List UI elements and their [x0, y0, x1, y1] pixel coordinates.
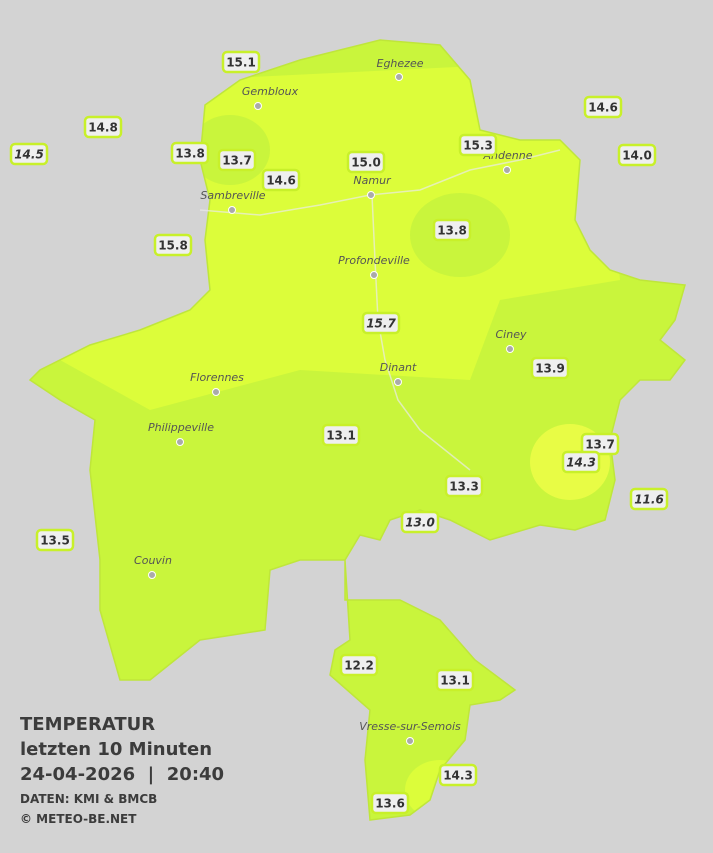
- station-temp: 13.8: [175, 147, 205, 161]
- city-dot: [212, 388, 220, 396]
- legend-copyright: © METEO-BE.NET: [20, 812, 137, 826]
- station-box: [217, 148, 257, 172]
- station-temp: 15.3: [463, 139, 493, 153]
- city-name: Dinant: [380, 361, 417, 374]
- station-temp: 14.8: [88, 121, 118, 135]
- station-temp: 14.5: [14, 148, 44, 162]
- station-box: [530, 356, 570, 380]
- station-box: [35, 528, 75, 552]
- station-box: [444, 474, 484, 498]
- station-box: [629, 487, 669, 511]
- station-temp: 14.3: [443, 769, 473, 783]
- station-temp: 14.6: [266, 174, 296, 188]
- station-box: [83, 115, 123, 139]
- city-name: Namur: [353, 174, 392, 187]
- city-dot: [394, 378, 402, 386]
- city-name: Vresse-sur-Semois: [359, 720, 461, 733]
- station-temp: 13.6: [375, 797, 405, 811]
- station-temp: 15.0: [351, 156, 381, 170]
- station-box: [361, 311, 401, 335]
- legend-source: DATEN: KMI & BMCB: [20, 792, 157, 806]
- city-dot: [506, 345, 514, 353]
- station-box: [580, 432, 620, 456]
- station-box: [321, 423, 361, 447]
- city-name: Eghezee: [377, 57, 424, 70]
- city-name: Philippeville: [148, 421, 214, 434]
- station-temp: 13.1: [440, 674, 470, 688]
- city-dot: [367, 191, 375, 199]
- city-dot: [503, 166, 511, 174]
- city-name: Gembloux: [242, 85, 299, 98]
- city-dot: [254, 102, 262, 110]
- station-temp: 15.7: [366, 317, 396, 331]
- city-name: Florennes: [190, 371, 244, 384]
- station-box: [583, 95, 623, 119]
- station-box: [9, 142, 49, 166]
- station-box: [339, 653, 379, 677]
- station-box: [435, 668, 475, 692]
- station-temp: 13.7: [222, 154, 252, 168]
- station-temp: 15.1: [226, 56, 256, 70]
- legend-period: letzten 10 Minuten: [20, 739, 212, 760]
- station-box: [170, 141, 210, 165]
- city-dot: [370, 271, 378, 279]
- station-box: [458, 133, 498, 157]
- station-temp: 13.1: [326, 429, 356, 443]
- station-temp: 13.8: [437, 224, 467, 238]
- station-temp: 11.6: [634, 493, 664, 507]
- station-box: [438, 763, 478, 787]
- station-box: [346, 150, 386, 174]
- station-box: [617, 143, 657, 167]
- station-temp: 14.0: [622, 149, 652, 163]
- city-dot: [148, 571, 156, 579]
- city-name: Sambreville: [200, 189, 265, 202]
- station-box: [153, 233, 193, 257]
- station-temp: 14.6: [588, 101, 618, 115]
- city-dot: [406, 737, 414, 745]
- station-box: [561, 450, 601, 474]
- station-temp: 15.8: [158, 239, 188, 253]
- city-name: Ciney: [496, 328, 527, 341]
- station-temp: 13.0: [405, 516, 435, 530]
- station-box: [261, 168, 301, 192]
- station-temp: 14.3: [566, 456, 596, 470]
- station-temp: 13.7: [585, 438, 615, 452]
- river: [199, 149, 561, 471]
- station-temp: 12.2: [344, 659, 374, 673]
- city-name: Couvin: [134, 554, 172, 567]
- station-box: [400, 510, 440, 534]
- station-temp: 13.3: [449, 480, 479, 494]
- city-dot: [395, 73, 403, 81]
- station-box: [370, 791, 410, 815]
- station-temp: 13.9: [535, 362, 565, 376]
- city-dot: [176, 438, 184, 446]
- legend-title: TEMPERATUR: [20, 714, 155, 735]
- station-box: [221, 50, 261, 74]
- station-box: [432, 218, 472, 242]
- legend-datetime: 24-04-2026 | 20:40: [20, 764, 224, 785]
- station-temp: 13.5: [40, 534, 70, 548]
- city-dot: [228, 206, 236, 214]
- city-name: Profondeville: [338, 254, 410, 267]
